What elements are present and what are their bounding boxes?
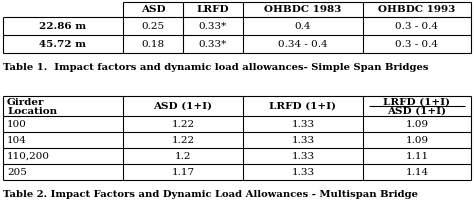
Text: 1.22: 1.22 bbox=[172, 136, 194, 145]
Text: 100: 100 bbox=[7, 119, 27, 128]
Text: 0.34 - 0.4: 0.34 - 0.4 bbox=[278, 40, 328, 48]
Text: 0.25: 0.25 bbox=[141, 22, 164, 31]
Text: 1.17: 1.17 bbox=[172, 167, 194, 176]
Text: 0.3 - 0.4: 0.3 - 0.4 bbox=[395, 22, 438, 31]
Text: 205: 205 bbox=[7, 167, 27, 176]
Text: 0.33*: 0.33* bbox=[199, 22, 227, 31]
Text: 0.4: 0.4 bbox=[295, 22, 311, 31]
Text: Table 2. Impact Factors and Dynamic Load Allowances - Multispan Bridge: Table 2. Impact Factors and Dynamic Load… bbox=[3, 190, 418, 199]
Text: 0.3 - 0.4: 0.3 - 0.4 bbox=[395, 40, 438, 48]
Text: Girder: Girder bbox=[7, 97, 45, 106]
Text: 1.11: 1.11 bbox=[405, 152, 428, 161]
Text: 1.09: 1.09 bbox=[405, 136, 428, 145]
Text: Location: Location bbox=[7, 106, 57, 116]
Text: 45.72 m: 45.72 m bbox=[39, 40, 86, 48]
Text: 1.33: 1.33 bbox=[292, 119, 315, 128]
Text: 0.18: 0.18 bbox=[141, 40, 164, 48]
Text: 1.09: 1.09 bbox=[405, 119, 428, 128]
Text: 22.86 m: 22.86 m bbox=[39, 22, 87, 31]
Text: OHBDC 1983: OHBDC 1983 bbox=[264, 5, 342, 14]
Text: Table 1.  Impact factors and dynamic load allowances- Simple Span Bridges: Table 1. Impact factors and dynamic load… bbox=[3, 63, 428, 72]
Text: ASD (1+I): ASD (1+I) bbox=[388, 106, 447, 116]
Text: 1.2: 1.2 bbox=[175, 152, 191, 161]
Text: 1.33: 1.33 bbox=[292, 167, 315, 176]
Text: LRFD (1+I): LRFD (1+I) bbox=[270, 101, 337, 110]
Text: 0.33*: 0.33* bbox=[199, 40, 227, 48]
Text: 1.14: 1.14 bbox=[405, 167, 428, 176]
Text: ASD (1+I): ASD (1+I) bbox=[154, 101, 212, 110]
Text: LRFD: LRFD bbox=[197, 5, 229, 14]
Text: 104: 104 bbox=[7, 136, 27, 145]
Text: ASD: ASD bbox=[141, 5, 165, 14]
Text: LRFD (1+I): LRFD (1+I) bbox=[383, 97, 450, 106]
Text: 110,200: 110,200 bbox=[7, 152, 50, 161]
Text: 1.22: 1.22 bbox=[172, 119, 194, 128]
Text: OHBDC 1993: OHBDC 1993 bbox=[378, 5, 456, 14]
Text: 1.33: 1.33 bbox=[292, 136, 315, 145]
Text: 1.33: 1.33 bbox=[292, 152, 315, 161]
